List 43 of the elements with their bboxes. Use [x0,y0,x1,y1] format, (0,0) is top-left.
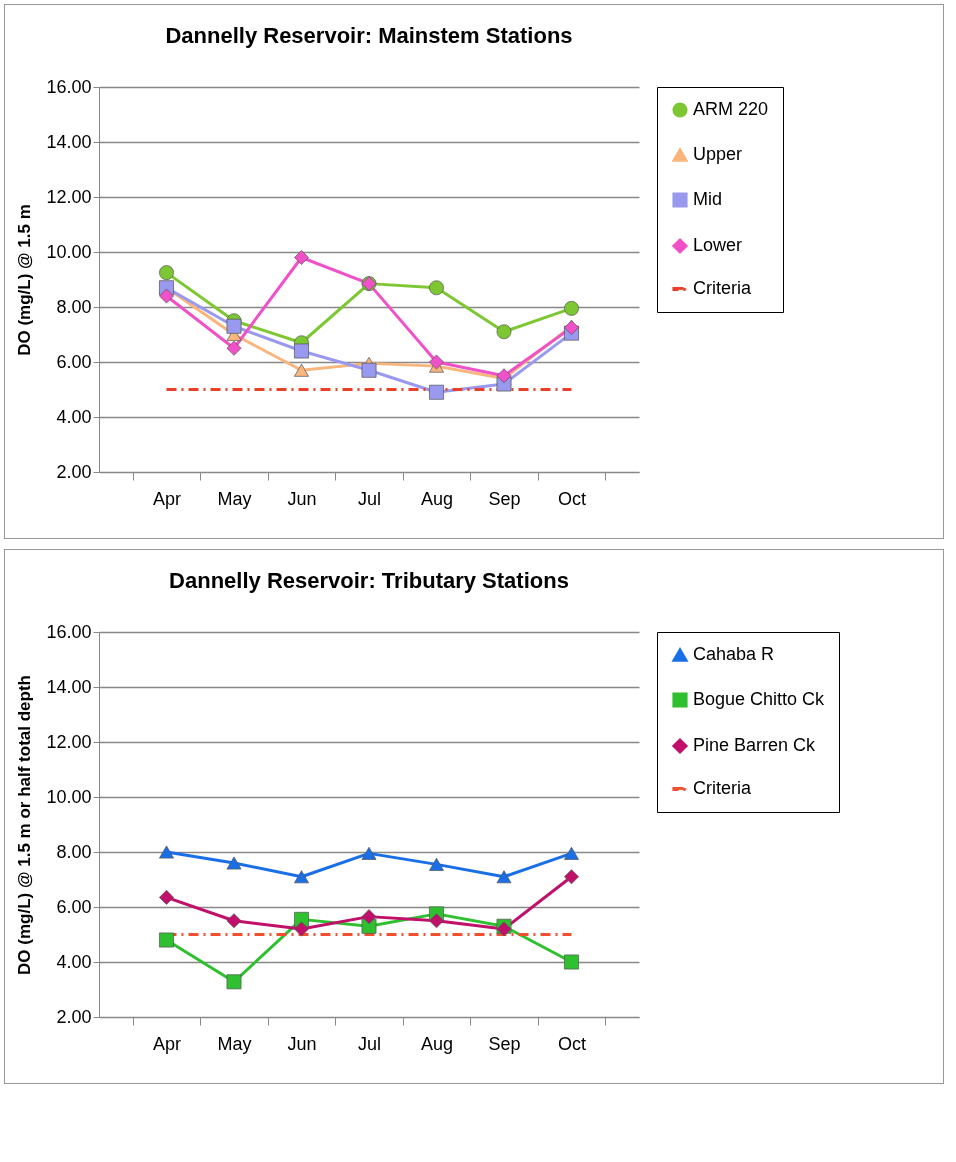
x-tick-label: Sep [488,1033,521,1054]
legend-label: Upper [693,144,743,164]
y-tick-label: 6.00 [56,896,92,917]
x-tick-label: May [217,488,252,509]
y-tick-label: 4.00 [56,406,92,427]
y-tick-label: 2.00 [56,461,92,482]
y-tick-label: 16.00 [46,621,92,642]
y-axis-title: DO (mg/L) @ 1.5 m [15,204,35,356]
legend-label: Bogue Chitto Ck [693,689,826,709]
y-tick-label: 8.00 [56,841,92,862]
y-tick-label: 12.00 [46,186,92,207]
legend-label: Pine Barren Ck [693,735,817,755]
y-tick-label: 16.00 [46,76,92,97]
y-tick-label: 10.00 [46,786,92,807]
y-tick-label: 6.00 [56,351,92,372]
x-tick-label: Jun [287,488,317,509]
y-tick-label: 10.00 [46,241,92,262]
chart-title: Dannelly Reservoir: Tributary Stations [169,568,569,593]
y-tick-label: 2.00 [56,1006,92,1027]
chart-title: Dannelly Reservoir: Mainstem Stations [165,23,573,48]
y-tick-label: 8.00 [56,296,92,317]
y-tick-label: 14.00 [46,676,92,697]
legend-label: ARM 220 [693,99,769,119]
x-tick-label: Jul [357,488,382,509]
y-tick-label: 4.00 [56,951,92,972]
legend-label: Mid [693,189,723,209]
y-tick-label: 12.00 [46,731,92,752]
y-axis-title: DO (mg/L) @ 1.5 m or half total depth [15,675,35,975]
legend-label: Cahaba R [693,644,775,664]
x-tick-label: Apr [152,488,182,509]
x-tick-label: Jul [357,1033,382,1054]
x-tick-label: Oct [557,1033,587,1054]
x-tick-label: Aug [420,488,454,509]
y-tick-label: 14.00 [46,131,92,152]
x-tick-label: Aug [420,1033,454,1054]
legend-label: Criteria [693,278,752,298]
legend-label: Lower [693,235,743,255]
x-tick-label: Jun [287,1033,317,1054]
x-tick-label: May [217,1033,252,1054]
x-tick-label: Oct [557,488,587,509]
x-tick-label: Sep [488,488,521,509]
legend-label: Criteria [693,778,752,798]
x-tick-label: Apr [152,1033,182,1054]
